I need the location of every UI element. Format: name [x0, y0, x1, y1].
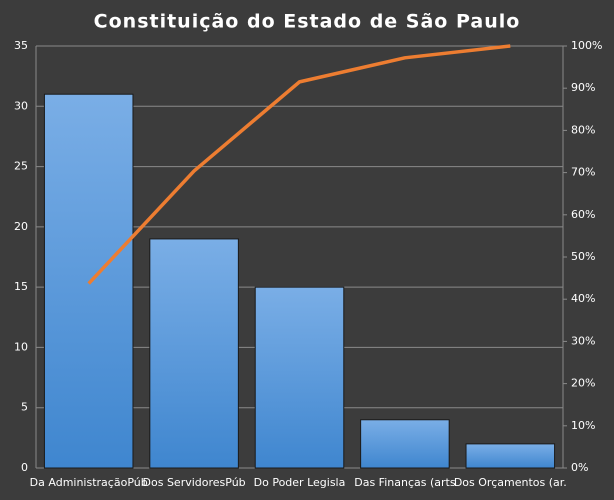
bar	[465, 443, 556, 469]
y2-tick-label: 70%	[571, 166, 595, 179]
y-tick-label: 10	[14, 340, 28, 353]
y-tick-label: 25	[14, 160, 28, 173]
chart-title: Constituição do Estado de São Paulo	[94, 11, 521, 33]
x-tick-label: Dos Orçamentos (ar.	[454, 476, 567, 489]
x-tick-label: Das Finanças (arts	[354, 476, 456, 489]
y2-tick-label: 20%	[571, 377, 595, 390]
y-tick-label: 15	[14, 280, 28, 293]
y2-tick-label: 90%	[571, 81, 595, 94]
y2-tick-label: 50%	[571, 250, 595, 263]
y2-tick-label: 30%	[571, 334, 595, 347]
y-tick-label: 35	[14, 39, 28, 52]
y-tick-label: 30	[14, 99, 28, 112]
y2-tick-label: 100%	[571, 39, 602, 52]
y2-tick-label: 40%	[571, 292, 595, 305]
x-tick-label: Do Poder Legisla	[254, 476, 346, 489]
y-tick-label: 0	[21, 461, 28, 474]
y2-tick-label: 60%	[571, 208, 595, 221]
x-tick-label: Da AdministraçãoPúb	[30, 476, 148, 489]
bar	[149, 238, 239, 469]
cumulative-line	[87, 44, 511, 285]
bar	[360, 419, 450, 469]
x-tick-label: Dos ServidoresPúb	[143, 476, 246, 489]
y2-tick-label: 0%	[571, 461, 588, 474]
y-tick-label: 20	[14, 220, 28, 233]
bar	[254, 286, 345, 469]
y2-tick-label: 10%	[571, 419, 595, 432]
y-tick-label: 5	[21, 401, 28, 414]
y2-tick-label: 80%	[571, 123, 595, 136]
